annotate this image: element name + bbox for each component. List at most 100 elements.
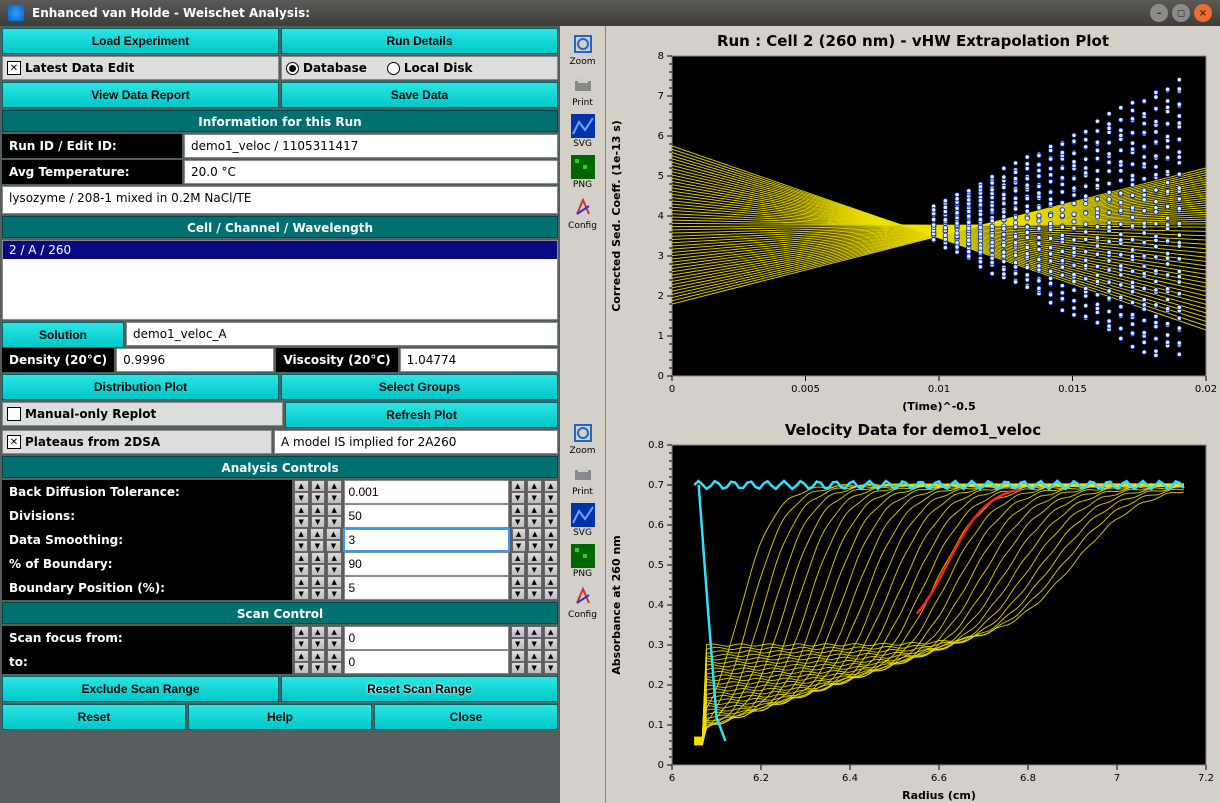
spinner-up[interactable]: ▲ [294,528,308,540]
spinner-up[interactable]: ▲ [511,552,526,564]
spinner-up[interactable]: ▲ [544,626,559,638]
latest-data-edit-checkbox[interactable]: ✕ [7,61,21,75]
png-button[interactable]: PNG [567,153,599,192]
spinner-down[interactable]: ▼ [311,638,326,650]
cell-list[interactable]: 2 / A / 260 [2,240,558,320]
spinner-up[interactable]: ▲ [327,626,342,638]
spinner-up[interactable]: ▲ [311,552,326,564]
spinner-down[interactable]: ▼ [294,638,309,650]
spinner-up[interactable]: ▲ [294,480,309,492]
spinner-input[interactable] [344,480,509,504]
spinner-up[interactable]: ▲ [326,528,340,540]
spinner-up[interactable]: ▲ [544,552,559,564]
spinner-up[interactable]: ▲ [527,552,542,564]
spinner-down[interactable]: ▼ [511,588,526,600]
spinner-down[interactable]: ▼ [327,662,342,674]
spinner-down[interactable]: ▼ [544,540,558,552]
viscosity-input[interactable]: 1.04774 [400,348,558,372]
distribution-plot-button[interactable]: Distribution Plot [2,374,279,400]
spinner-up[interactable]: ▲ [327,504,342,516]
exclude-scan-range-button[interactable]: Exclude Scan Range [2,676,279,702]
maximize-button[interactable]: ◻ [1172,4,1190,22]
local-disk-radio[interactable] [387,62,400,75]
spinner-down[interactable]: ▼ [527,638,542,650]
spinner-down[interactable]: ▼ [311,564,326,576]
zoom-button[interactable]: Zoom [567,30,599,69]
spinner-down[interactable]: ▼ [544,516,559,528]
spinner-down[interactable]: ▼ [311,492,326,504]
spinner-up[interactable]: ▲ [527,480,542,492]
reset-scan-range-button[interactable]: Reset Scan Range [281,676,558,702]
spinner-up[interactable]: ▲ [327,480,342,492]
spinner-up[interactable]: ▲ [512,528,526,540]
spinner-input[interactable] [344,626,509,650]
spinner-down[interactable]: ▼ [294,492,309,504]
spinner-down[interactable]: ▼ [327,492,342,504]
spinner-up[interactable]: ▲ [294,552,309,564]
bot-plot[interactable]: Velocity Data for demo1_veloc 66.26.46.6… [606,415,1220,803]
close-button[interactable]: Close [374,704,558,730]
spinner-up[interactable]: ▲ [311,504,326,516]
spinner-down[interactable]: ▼ [527,564,542,576]
print-button[interactable]: Print [567,71,599,110]
spinner-up[interactable]: ▲ [327,552,342,564]
spinner-up[interactable]: ▲ [544,480,559,492]
spinner-down[interactable]: ▼ [527,516,542,528]
config-button[interactable]: Config [567,194,599,233]
spinner-up[interactable]: ▲ [311,576,326,588]
minimize-button[interactable]: – [1150,4,1168,22]
spinner-up[interactable]: ▲ [511,626,526,638]
spinner-up[interactable]: ▲ [327,650,342,662]
svg-button[interactable]: SVG [567,501,599,540]
spinner-up[interactable]: ▲ [294,650,309,662]
spinner-down[interactable]: ▼ [511,564,526,576]
spinner-up[interactable]: ▲ [311,480,326,492]
spinner-down[interactable]: ▼ [527,492,542,504]
spinner-down[interactable]: ▼ [294,588,309,600]
spinner-down[interactable]: ▼ [327,588,342,600]
spinner-up[interactable]: ▲ [544,528,558,540]
spinner-down[interactable]: ▼ [544,588,559,600]
spinner-down[interactable]: ▼ [511,662,526,674]
select-groups-button[interactable]: Select Groups [281,374,558,400]
spinner-up[interactable]: ▲ [544,576,559,588]
spinner-down[interactable]: ▼ [511,516,526,528]
spinner-up[interactable]: ▲ [327,576,342,588]
spinner-down[interactable]: ▼ [294,516,309,528]
spinner-up[interactable]: ▲ [527,626,542,638]
spinner-up[interactable]: ▲ [511,480,526,492]
spinner-up[interactable]: ▲ [544,650,559,662]
cell-list-item[interactable]: 2 / A / 260 [3,241,557,259]
zoom-button[interactable]: Zoom [567,419,599,458]
svg-button[interactable]: SVG [567,112,599,151]
spinner-down[interactable]: ▼ [294,564,309,576]
spinner-up[interactable]: ▲ [527,650,542,662]
spinner-up[interactable]: ▲ [511,504,526,516]
config-button[interactable]: Config [567,583,599,622]
spinner-input[interactable] [343,528,510,552]
spinner-down[interactable]: ▼ [327,516,342,528]
run-details-button[interactable]: Run Details [281,28,558,54]
spinner-down[interactable]: ▼ [544,662,559,674]
spinner-input[interactable] [344,552,509,576]
spinner-input[interactable] [344,650,509,674]
spinner-up[interactable]: ▲ [311,626,326,638]
spinner-down[interactable]: ▼ [527,588,542,600]
spinner-down[interactable]: ▼ [544,492,559,504]
view-data-report-button[interactable]: View Data Report [2,82,279,108]
spinner-up[interactable]: ▲ [527,504,542,516]
spinner-input[interactable] [344,576,509,600]
spinner-down[interactable]: ▼ [511,492,526,504]
spinner-down[interactable]: ▼ [327,564,342,576]
spinner-up[interactable]: ▲ [511,576,526,588]
spinner-down[interactable]: ▼ [511,638,526,650]
spinner-down[interactable]: ▼ [528,540,542,552]
spinner-down[interactable]: ▼ [527,662,542,674]
solution-button[interactable]: Solution [2,322,124,348]
manual-replot-checkbox[interactable] [7,407,21,421]
spinner-down[interactable]: ▼ [311,516,326,528]
reset-button[interactable]: Reset [2,704,186,730]
spinner-down[interactable]: ▼ [311,588,326,600]
plateaus-checkbox[interactable]: ✕ [7,435,21,449]
spinner-down[interactable]: ▼ [544,564,559,576]
